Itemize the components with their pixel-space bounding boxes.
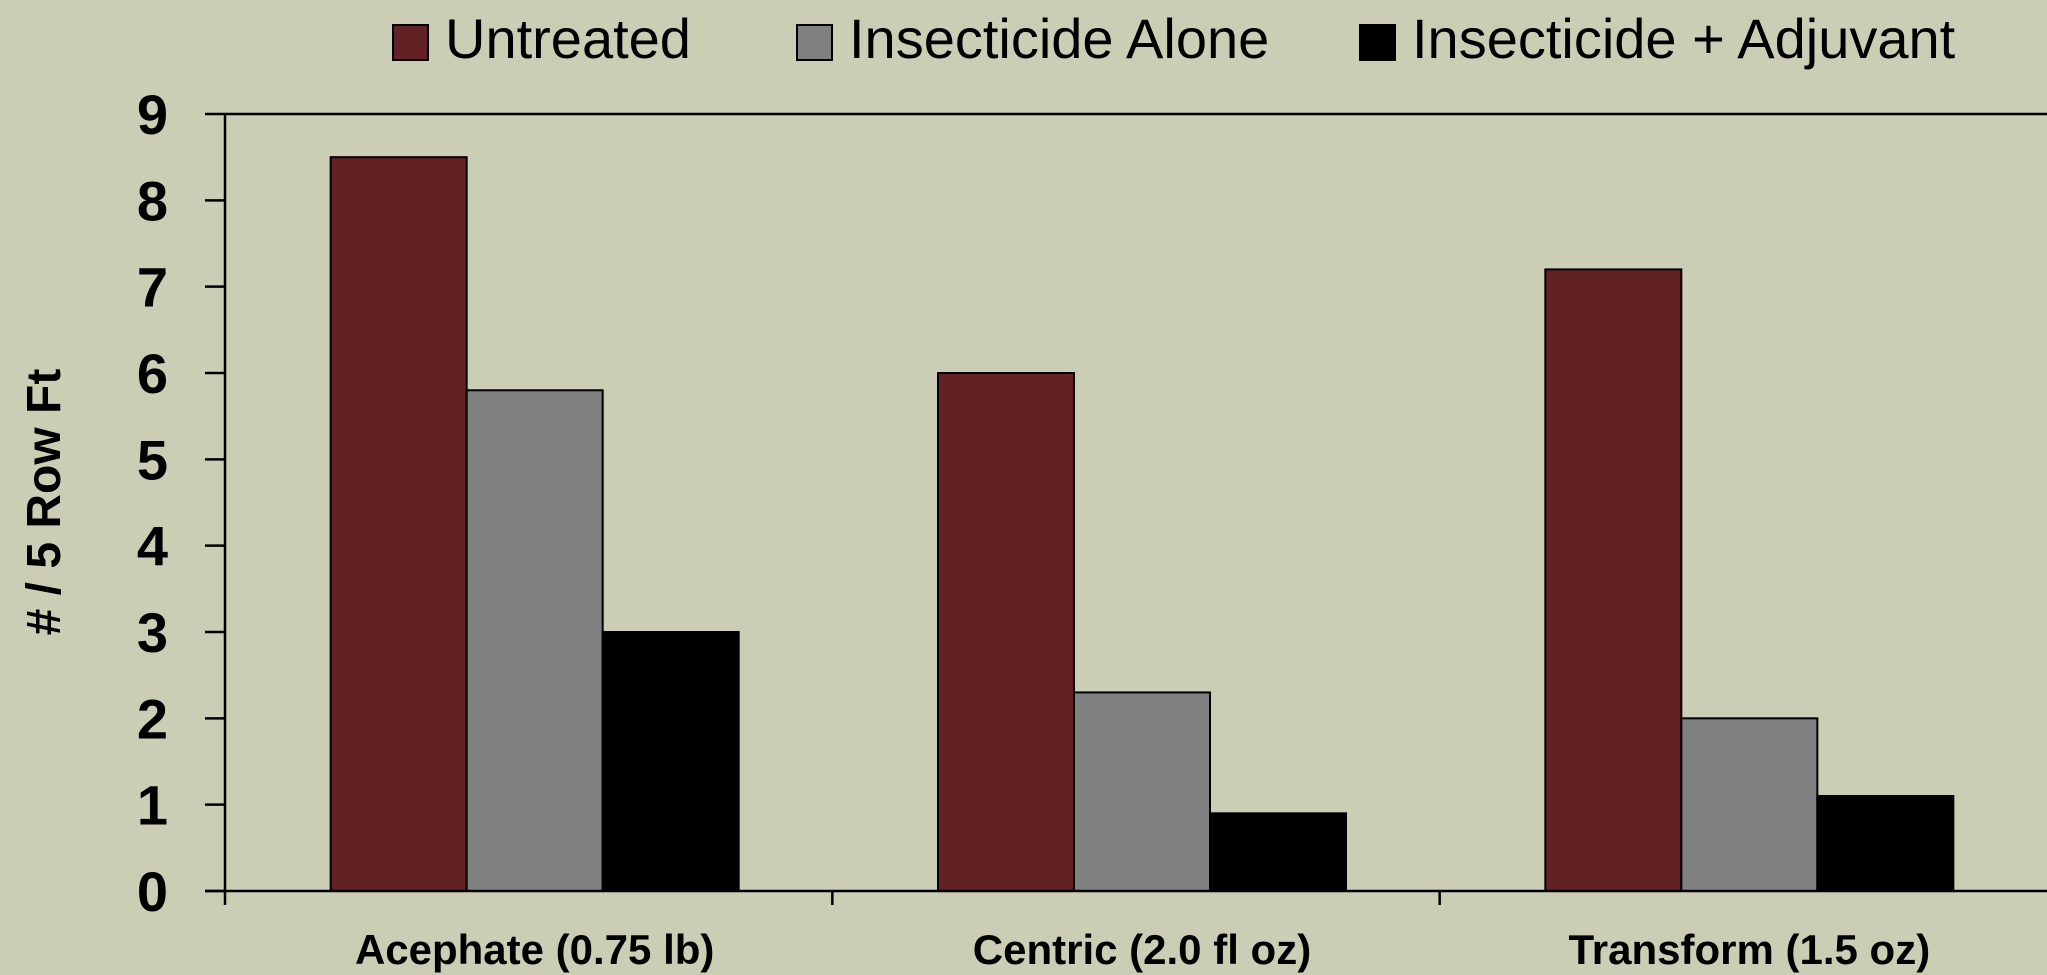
legend-swatch	[796, 24, 833, 61]
y-tick-label: 0	[137, 860, 168, 923]
x-categories: Acephate (0.75 lb) Centric (2.0 fl oz) Tra…	[223, 891, 1930, 973]
y-tick-label: 2	[137, 687, 168, 750]
y-tick-label: 7	[137, 256, 168, 319]
bar	[937, 372, 1075, 892]
y-tick-label: 3	[137, 601, 168, 664]
legend-label: Insecticide Alone	[849, 7, 1269, 70]
y-tick-label: 1	[137, 774, 168, 837]
x-category-label: Acephate (0.75 lb)	[355, 926, 714, 973]
bar	[601, 631, 740, 892]
bars	[329, 156, 1955, 893]
y-tick-label: 4	[137, 515, 168, 578]
y-tick-label: 8	[137, 169, 168, 232]
y-tick-label: 5	[137, 428, 168, 491]
y-tick-label: 6	[137, 342, 168, 405]
legend-label: Untreated	[445, 7, 691, 70]
bar	[1209, 812, 1347, 892]
bar	[1816, 795, 1955, 892]
legend-swatch	[392, 24, 429, 61]
legend: Untreated Insecticide Alone Insecticide + …	[392, 7, 1956, 70]
bar	[465, 389, 604, 892]
y-ticks: 0 1 2 3 4 5 6 7 8 9	[137, 83, 225, 923]
legend-label: Insecticide + Adjuvant	[1412, 7, 1956, 70]
bar	[1073, 691, 1211, 893]
y-tick-label: 9	[137, 83, 168, 146]
x-category-label: Centric (2.0 fl oz)	[973, 926, 1311, 973]
y-axis-label: # / 5 Row Ft	[18, 369, 71, 636]
bar	[1544, 268, 1683, 892]
axes	[205, 112, 2047, 893]
legend-swatch	[1359, 24, 1396, 61]
bar	[329, 156, 468, 892]
bar	[1680, 717, 1819, 892]
x-category-label: Transform (1.5 oz)	[1568, 926, 1930, 973]
